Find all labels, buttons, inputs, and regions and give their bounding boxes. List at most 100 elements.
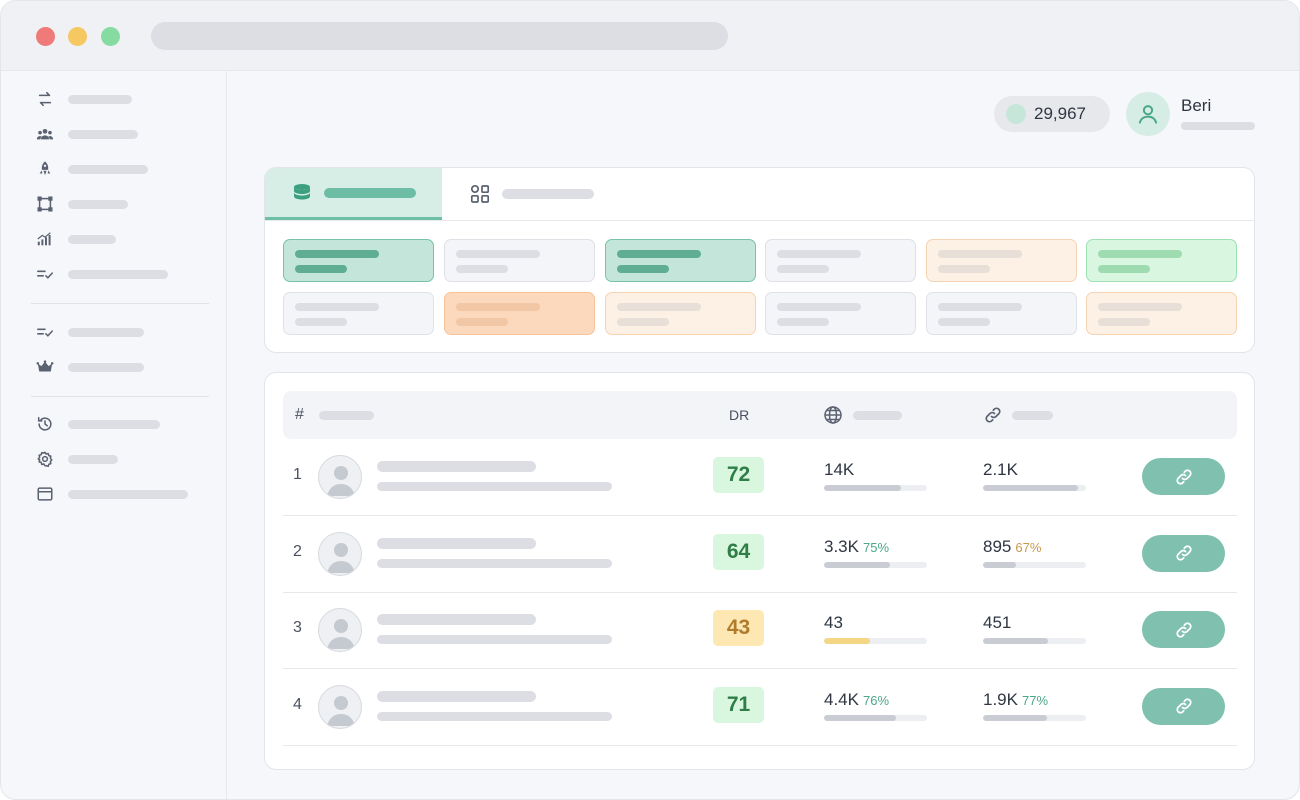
sidebar-item-launch[interactable] bbox=[35, 158, 215, 180]
checklist-icon bbox=[35, 322, 55, 342]
site-avatar bbox=[318, 684, 362, 729]
sidebar-item-users[interactable] bbox=[35, 123, 215, 145]
filter-chip[interactable] bbox=[444, 292, 595, 335]
coin-icon bbox=[1006, 104, 1026, 124]
sidebar-item-frame[interactable] bbox=[35, 193, 215, 215]
results-table: # DR 1 72 14K 2.1K 2 bbox=[264, 372, 1255, 770]
maximize-window-button[interactable] bbox=[101, 27, 120, 46]
open-link-button[interactable] bbox=[1142, 611, 1225, 648]
traffic-value: 14K bbox=[824, 460, 855, 479]
traffic-progress-bar bbox=[824, 561, 927, 568]
row-rank: 3 bbox=[293, 619, 302, 636]
open-link-button[interactable] bbox=[1142, 534, 1225, 572]
link-icon bbox=[985, 407, 1001, 423]
links-progress-bar bbox=[983, 714, 1086, 721]
swap-arrows-icon bbox=[35, 89, 55, 109]
links-progress-fill bbox=[983, 638, 1048, 644]
user-icon bbox=[1138, 105, 1158, 124]
minimize-window-button[interactable] bbox=[68, 27, 87, 46]
sidebar-item-tasks[interactable] bbox=[35, 263, 215, 285]
traffic-metric: 14K bbox=[824, 460, 858, 480]
user-subtitle-placeholder bbox=[1181, 122, 1255, 130]
credits-value: 29,967 bbox=[1034, 104, 1086, 123]
row-rank: 1 bbox=[293, 466, 302, 483]
title-bar bbox=[1, 1, 1299, 71]
sidebar-item-label bbox=[68, 164, 148, 174]
sidebar-item-premium[interactable] bbox=[35, 356, 215, 378]
site-url-placeholder bbox=[377, 482, 612, 491]
filter-chip[interactable] bbox=[765, 292, 916, 335]
site-name-placeholder[interactable] bbox=[377, 461, 536, 472]
sidebar-item-label bbox=[68, 454, 118, 464]
close-window-button[interactable] bbox=[36, 27, 55, 46]
sidebar-item-label bbox=[68, 489, 188, 499]
column-header-dr[interactable]: DR bbox=[729, 407, 750, 423]
filter-chip[interactable] bbox=[605, 292, 756, 335]
sidebar bbox=[1, 71, 227, 799]
links-metric: 895 67% bbox=[983, 537, 1041, 557]
database-icon bbox=[294, 183, 310, 199]
grid-icon bbox=[470, 184, 490, 203]
column-header-links-placeholder[interactable] bbox=[1012, 411, 1053, 420]
tab-divider bbox=[265, 220, 1254, 221]
traffic-progress-bar bbox=[824, 485, 927, 491]
sidebar-item-label bbox=[68, 362, 144, 372]
table-row: 1 72 14K 2.1K bbox=[283, 440, 1237, 516]
filter-chip[interactable] bbox=[926, 292, 1077, 335]
dr-badge: 43 bbox=[713, 610, 764, 646]
links-progress-bar bbox=[983, 485, 1086, 491]
filter-chip[interactable] bbox=[605, 239, 756, 282]
users-group-icon bbox=[35, 124, 55, 144]
dr-badge: 71 bbox=[713, 686, 764, 723]
sidebar-divider bbox=[31, 396, 209, 397]
table-row: 4 71 4.4K 76% 1.9K 77% bbox=[283, 670, 1237, 746]
table-row: 3 43 43 451 bbox=[283, 593, 1237, 669]
links-metric: 451 bbox=[983, 613, 1015, 633]
address-bar[interactable] bbox=[151, 22, 728, 50]
sidebar-item-label bbox=[68, 419, 160, 429]
links-progress-bar bbox=[983, 561, 1086, 568]
filter-chip[interactable] bbox=[765, 239, 916, 282]
links-progress-fill bbox=[983, 714, 1047, 721]
credits-balance[interactable]: 29,967 bbox=[994, 96, 1110, 132]
link-icon bbox=[1175, 698, 1192, 714]
filter-chip[interactable] bbox=[283, 239, 434, 282]
sidebar-item-settings[interactable] bbox=[35, 448, 215, 470]
sidebar-item-swap[interactable] bbox=[35, 88, 215, 110]
column-header-traffic-placeholder[interactable] bbox=[853, 411, 902, 420]
sidebar-item-history[interactable] bbox=[35, 413, 215, 435]
link-icon bbox=[1175, 468, 1192, 485]
site-url-placeholder bbox=[377, 635, 612, 644]
sidebar-item-checklist[interactable] bbox=[35, 321, 215, 343]
tab-database[interactable] bbox=[265, 168, 442, 220]
user-avatar[interactable] bbox=[1126, 92, 1170, 136]
site-name-placeholder[interactable] bbox=[377, 537, 536, 549]
filter-chip[interactable] bbox=[926, 239, 1077, 282]
dr-badge: 72 bbox=[713, 457, 764, 493]
avatar-person-icon bbox=[327, 542, 355, 573]
traffic-percent: 76% bbox=[862, 692, 890, 708]
site-url-placeholder bbox=[377, 711, 612, 721]
sidebar-item-browser[interactable] bbox=[35, 483, 215, 505]
globe-icon bbox=[824, 406, 842, 424]
traffic-progress-fill bbox=[824, 561, 890, 568]
traffic-progress-bar bbox=[824, 638, 927, 644]
traffic-metric: 43 bbox=[824, 613, 847, 633]
open-link-button[interactable] bbox=[1142, 687, 1225, 725]
links-value: 895 bbox=[983, 536, 1012, 556]
sidebar-item-analytics[interactable] bbox=[35, 228, 215, 250]
filter-chip[interactable] bbox=[1086, 292, 1237, 335]
filter-chip[interactable] bbox=[444, 239, 595, 282]
sidebar-item-label bbox=[68, 234, 116, 244]
open-link-button[interactable] bbox=[1142, 458, 1225, 495]
site-name-placeholder[interactable] bbox=[377, 690, 536, 702]
filter-chip[interactable] bbox=[1086, 239, 1237, 282]
avatar-person-icon bbox=[327, 619, 355, 649]
crop-frame-icon bbox=[35, 194, 55, 214]
site-name-placeholder[interactable] bbox=[377, 614, 536, 625]
links-progress-fill bbox=[983, 485, 1078, 491]
filter-chip[interactable] bbox=[283, 292, 434, 335]
browser-window-icon bbox=[35, 484, 55, 504]
links-metric: 2.1K bbox=[983, 460, 1022, 480]
tab-grid[interactable] bbox=[467, 168, 617, 220]
